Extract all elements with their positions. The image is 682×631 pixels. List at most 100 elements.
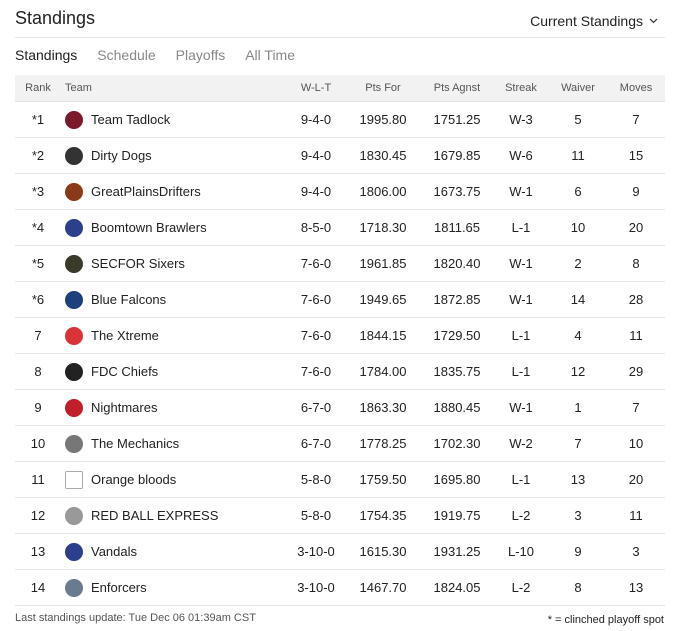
table-row: 14 Enforcers 3-10-0 1467.70 1824.05 L-2 8 13 — [15, 570, 665, 606]
table-cell: 1835.75 — [433, 364, 481, 379]
tab[interactable]: Schedule — [97, 47, 156, 63]
table-cell: 1931.25 — [433, 544, 481, 559]
table-cell: 9 — [34, 400, 42, 415]
team-icon — [65, 363, 83, 381]
table-cell: 10 — [628, 436, 644, 451]
column-header: Team — [65, 82, 92, 94]
table-cell: 29 — [628, 364, 644, 379]
table-cell: 1679.85 — [433, 148, 481, 163]
table-cell: L-10 — [507, 544, 535, 559]
table-cell: 5 — [574, 112, 582, 127]
standings-table: Rank Team W-L-T Pts For Pts Agnst Streak Waive… — [15, 75, 665, 606]
column-header: Waiver — [561, 82, 595, 94]
table-cell: *5 — [31, 256, 45, 271]
team-name[interactable]: Blue Falcons — [91, 292, 167, 307]
table-cell: 8 — [34, 364, 42, 379]
table-cell: 8 — [632, 256, 640, 271]
table-cell: W-1 — [509, 184, 533, 199]
team-name[interactable]: Team Tadlock — [91, 112, 171, 127]
table-cell: 12 — [30, 508, 46, 523]
table-cell: 1863.30 — [359, 400, 407, 415]
column-header: Pts For — [365, 82, 401, 94]
table-cell: 7-6-0 — [300, 292, 332, 307]
table-cell: 1467.70 — [359, 580, 407, 595]
table-row: 11 Orange bloods 5-8-0 1759.50 1695.80 L-1 13 2… — [15, 462, 665, 498]
table-cell: 1778.25 — [359, 436, 407, 451]
table-row: *6 Blue Falcons 7-6-0 1949.65 1872.85 W-1 14 28 — [15, 282, 665, 318]
team-name[interactable]: Orange bloods — [91, 472, 177, 487]
team-name[interactable]: SECFOR Sixers — [91, 256, 185, 271]
team-name[interactable]: FDC Chiefs — [91, 364, 159, 379]
table-cell: 11 — [571, 148, 585, 163]
team-name[interactable]: Boomtown Brawlers — [91, 220, 207, 235]
table-cell: 9 — [574, 544, 582, 559]
table-cell: 13 — [570, 472, 586, 487]
table-cell: 13 — [30, 544, 46, 559]
table-cell: 1673.75 — [433, 184, 481, 199]
team-icon — [65, 147, 83, 165]
table-row: *4 Boomtown Brawlers 8-5-0 1718.30 1811.65 L-… — [15, 210, 665, 246]
column-header: Streak — [505, 82, 537, 94]
column-header: W-L-T — [300, 82, 332, 94]
table-cell: L-1 — [511, 472, 531, 487]
team-name[interactable]: Nightmares — [91, 400, 158, 415]
clinched-note: * = clinched playoff spot — [547, 614, 664, 626]
page-title: Standings — [15, 8, 96, 28]
table-cell: 5-8-0 — [300, 508, 332, 523]
team-icon — [65, 543, 83, 561]
table-cell: 1615.30 — [359, 544, 407, 559]
team-icon — [65, 111, 83, 129]
table-cell: 1995.80 — [359, 112, 407, 127]
table-cell: L-1 — [511, 328, 531, 343]
table-cell: 10 — [30, 436, 46, 451]
table-cell: 3 — [632, 544, 640, 559]
team-icon — [65, 327, 83, 345]
table-cell: *2 — [31, 148, 45, 163]
table-cell: 4 — [574, 328, 582, 343]
table-cell: 1919.75 — [433, 508, 481, 523]
table-cell: 11 — [629, 328, 643, 343]
table-row: 7 The Xtreme 7-6-0 1844.15 1729.50 L-1 4 11 — [15, 318, 665, 354]
table-cell: 9 — [632, 184, 640, 199]
team-icon — [65, 579, 83, 597]
table-cell: 1872.85 — [433, 292, 481, 307]
table-cell: 1695.80 — [433, 472, 481, 487]
table-cell: W-1 — [509, 400, 533, 415]
table-cell: W-6 — [509, 148, 533, 163]
table-cell: L-2 — [511, 508, 531, 523]
table-cell: 3-10-0 — [297, 544, 335, 559]
table-cell: 1830.45 — [359, 148, 407, 163]
last-update: Last standings update: Tue Dec 06 01:39a… — [15, 612, 256, 624]
table-cell: 1806.00 — [359, 184, 407, 199]
table-cell: L-2 — [511, 580, 531, 595]
table-cell: 11 — [31, 472, 45, 487]
table-cell: 3-10-0 — [297, 580, 335, 595]
selector-label: Current Standings — [530, 13, 643, 29]
tab[interactable]: All Time — [245, 47, 296, 63]
table-cell: 28 — [628, 292, 644, 307]
standings-selector[interactable]: Current Standings — [530, 13, 658, 29]
table-row: *2 Dirty Dogs 9-4-0 1830.45 1679.85 W-6 11 15 — [15, 138, 665, 174]
table-cell: 6-7-0 — [300, 400, 332, 415]
table-cell: 11 — [629, 508, 643, 523]
team-name[interactable]: Dirty Dogs — [91, 148, 152, 163]
table-cell: 7-6-0 — [300, 328, 332, 343]
table-cell: 6-7-0 — [300, 436, 332, 451]
tab[interactable]: Standings — [15, 47, 78, 63]
team-name[interactable]: GreatPlainsDrifters — [91, 184, 201, 199]
team-icon — [65, 507, 83, 525]
table-cell: W-1 — [509, 256, 533, 271]
table-cell: 1729.50 — [433, 328, 481, 343]
tab[interactable]: Playoffs — [175, 47, 226, 63]
team-name[interactable]: RED BALL EXPRESS — [91, 508, 219, 523]
table-cell: 2 — [574, 256, 582, 271]
team-name[interactable]: The Xtreme — [91, 328, 159, 343]
table-cell: 13 — [628, 580, 644, 595]
team-name[interactable]: Enforcers — [91, 580, 147, 595]
table-cell: 1961.85 — [359, 256, 407, 271]
team-name[interactable]: The Mechanics — [91, 436, 180, 451]
table-cell: 3 — [574, 508, 582, 523]
team-icon — [65, 399, 83, 417]
chevron — [649, 18, 658, 24]
team-name[interactable]: Vandals — [91, 544, 138, 559]
